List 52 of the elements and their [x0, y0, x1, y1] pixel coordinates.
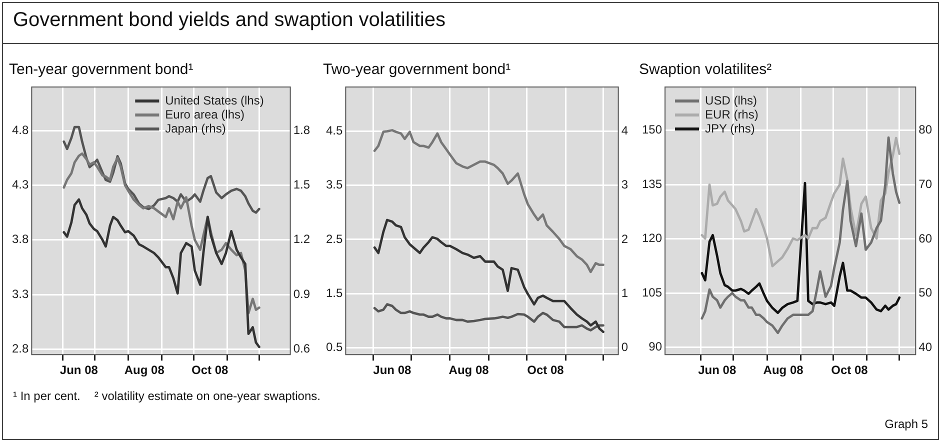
legend-label: Euro area (lhs): [165, 107, 245, 122]
y-tick-label: 2.8: [12, 341, 29, 356]
x-tick-label: Oct 08: [831, 363, 868, 378]
y2-tick-label: 1.2: [293, 232, 310, 246]
x-tick-label: Oct 08: [191, 363, 228, 378]
y2-tick-label: 60: [918, 231, 932, 246]
y2-tick-label: 0: [621, 340, 628, 354]
y-tick-label: 0.5: [326, 340, 343, 354]
x-tick-label: Aug 08: [124, 363, 165, 378]
y2-tick-label: 70: [918, 177, 932, 192]
legend-label: EUR (rhs): [705, 107, 758, 122]
y-tick-label: 1.5: [326, 286, 343, 300]
y-tick-label: 3.5: [326, 178, 343, 192]
y-tick-label: 135: [642, 176, 662, 191]
y-tick-label: 3.8: [12, 232, 29, 246]
x-tick-label: Oct 08: [527, 363, 564, 378]
legend-label: USD (lhs): [705, 93, 758, 108]
legend-label: Japan (rhs): [165, 121, 226, 136]
chart-title: Two-year government bond¹: [323, 61, 511, 78]
y2-tick-label: 2: [621, 232, 628, 246]
y2-tick-label: 0.6: [293, 341, 310, 356]
y-tick-label: 4.5: [326, 124, 343, 138]
text: Government bond yields and swaption volatilities: [13, 9, 446, 32]
x-tick-label: Aug 08: [763, 363, 804, 378]
y-tick-label: 90: [648, 340, 662, 354]
chart-title: Swaption volatilites²: [639, 61, 772, 78]
y-tick-label: 2.5: [326, 232, 343, 246]
y-tick-label: 4.3: [12, 178, 29, 192]
y2-tick-label: 50: [918, 286, 932, 300]
text: ¹ In per cent.: [13, 389, 80, 403]
y2-tick-label: 4: [621, 124, 628, 138]
y-tick-label: 4.8: [12, 123, 29, 137]
y-tick-label: 150: [642, 122, 662, 137]
y2-tick-label: 40: [918, 340, 932, 354]
y2-tick-label: 80: [918, 122, 932, 137]
y2-tick-label: 1.5: [293, 178, 310, 192]
x-tick-label: Aug 08: [448, 363, 490, 378]
y2-tick-label: 3: [621, 178, 628, 192]
y-tick-label: 105: [642, 285, 662, 300]
y2-tick-label: 1: [621, 286, 628, 300]
x-tick-label: Jun 08: [373, 363, 412, 378]
chart-title: Ten-year government bond¹: [9, 61, 194, 78]
y2-tick-label: 1.8: [293, 123, 310, 137]
x-tick-label: Jun 08: [698, 363, 736, 378]
text: ² volatility estimate on one-year swaptions.: [94, 389, 320, 403]
y-tick-label: 120: [642, 231, 662, 246]
y-tick-label: 3.3: [12, 286, 29, 301]
legend-label: JPY (rhs): [705, 121, 755, 136]
legend-label: United States (lhs): [165, 93, 264, 108]
x-tick-label: Jun 08: [60, 363, 98, 378]
caption: Graph 5: [884, 417, 928, 431]
y2-tick-label: 0.9: [293, 286, 310, 301]
